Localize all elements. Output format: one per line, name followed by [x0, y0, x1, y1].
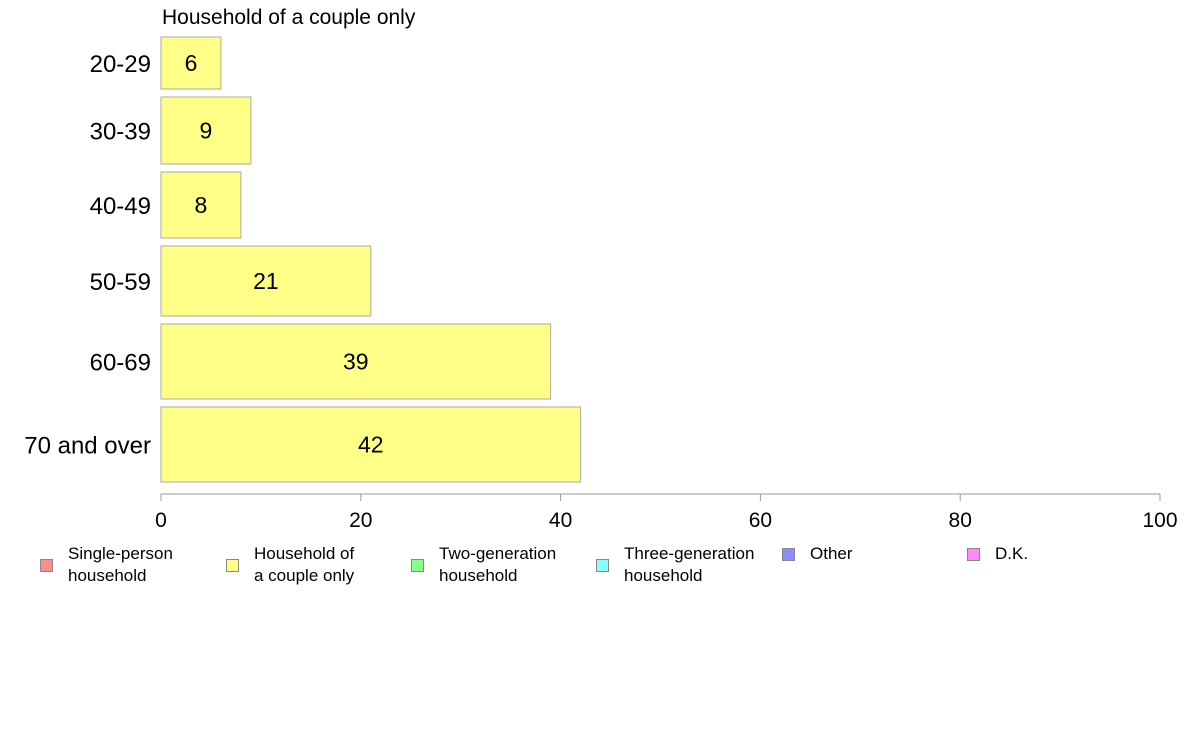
category-label: 70 and over [24, 433, 151, 460]
category-label: 30-39 [90, 119, 151, 146]
x-tick-label: 80 [949, 509, 972, 532]
data-label: 42 [358, 432, 384, 458]
x-tick-label: 40 [549, 509, 572, 532]
data-label: 8 [195, 192, 208, 218]
legend-item-two-generation: Two-generation household [411, 543, 556, 587]
data-label: 21 [253, 268, 279, 294]
legend-item-other: Other [782, 543, 853, 565]
x-tick-label: 100 [1142, 509, 1177, 532]
data-label: 9 [200, 118, 213, 144]
legend-swatch [411, 558, 424, 572]
legend-item-dk: D.K. [967, 543, 1028, 565]
legend-swatch [596, 558, 609, 572]
category-label: 40-49 [90, 193, 151, 220]
bar [160, 406, 582, 483]
legend-swatch [40, 558, 53, 572]
legend-label: Two-generation household [439, 544, 557, 585]
bar [160, 36, 222, 90]
bar [160, 245, 372, 317]
x-tick-label: 20 [349, 509, 372, 532]
legend-item-couple-only: Household of a couple only [226, 543, 354, 587]
category-label: 20-29 [90, 51, 151, 78]
data-label: 39 [343, 349, 369, 375]
category-label: 60-69 [90, 350, 151, 377]
legend: Single-person household Household of a c… [0, 543, 1188, 603]
legend-swatch [967, 547, 980, 561]
legend-swatch [782, 547, 795, 561]
x-tick-label: 60 [749, 509, 772, 532]
legend-label: Household of a couple only [254, 544, 355, 585]
bar [160, 96, 252, 165]
chart-title: Household of a couple only [162, 6, 416, 29]
legend-label: Other [810, 544, 853, 563]
legend-item-three-generation: Three-generation household [596, 543, 754, 587]
category-label: 50-59 [90, 269, 151, 296]
legend-label: D.K. [995, 544, 1029, 563]
x-tick-label: 0 [155, 509, 167, 532]
legend-label: Three-generation household [624, 544, 755, 585]
legend-swatch [226, 558, 239, 572]
data-label: 6 [185, 50, 198, 76]
bar [160, 171, 242, 239]
bar [160, 323, 552, 400]
legend-item-single-person: Single-person household [40, 543, 173, 587]
legend-label: Single-person household [68, 544, 173, 585]
